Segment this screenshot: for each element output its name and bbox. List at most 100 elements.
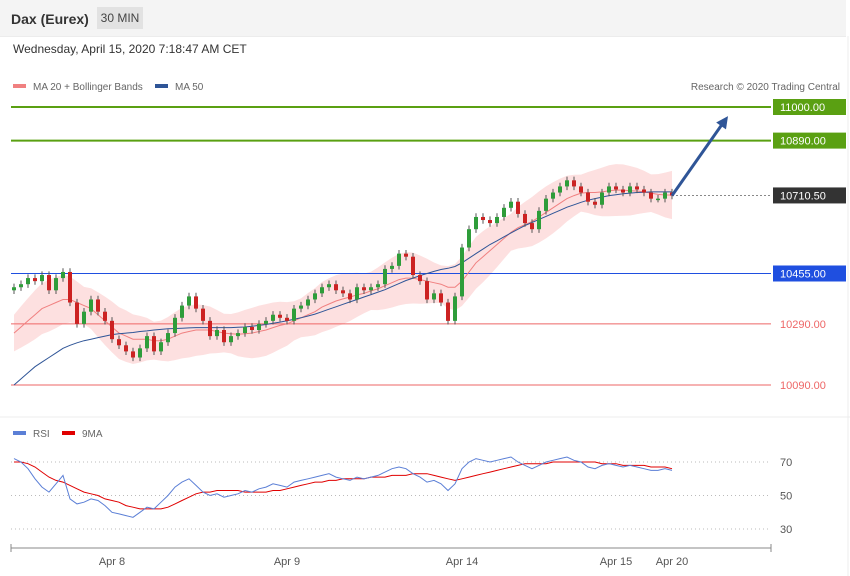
candle-19 — [145, 332, 149, 353]
legend-swatch-0 — [13, 84, 26, 88]
candle-54 — [390, 262, 394, 273]
level-label-5: 10090.00 — [780, 380, 826, 392]
candle-76 — [544, 194, 548, 215]
candle-4 — [40, 271, 44, 285]
candle-31 — [229, 332, 233, 346]
candle-body-74 — [530, 223, 534, 230]
candle-89 — [635, 182, 639, 194]
candle-8 — [68, 268, 72, 307]
candle-45 — [327, 280, 331, 291]
candle-6 — [54, 274, 58, 294]
candle-79 — [565, 176, 569, 191]
rsi-legend-label-0: RSI — [33, 429, 50, 440]
candle-body-67 — [481, 216, 485, 221]
candle-77 — [551, 188, 555, 203]
candle-body-3 — [33, 278, 37, 282]
x-tick-label-0: Apr 8 — [99, 556, 125, 568]
candle-61 — [439, 289, 443, 307]
rsi-legend-swatch-0 — [13, 431, 26, 435]
candle-53 — [383, 265, 387, 288]
candle-body-69 — [495, 216, 499, 224]
candle-24 — [180, 301, 184, 322]
candle-body-22 — [166, 333, 170, 343]
candle-46 — [334, 280, 338, 294]
candle-66 — [474, 213, 478, 233]
legend-label-0: MA 20 + Bollinger Bands — [33, 82, 143, 93]
candle-body-45 — [327, 284, 331, 288]
candle-body-58 — [418, 275, 422, 282]
candle-48 — [348, 289, 352, 304]
candle-body-89 — [635, 186, 639, 190]
candle-3 — [33, 274, 37, 285]
candle-body-28 — [208, 320, 212, 337]
candle-47 — [341, 286, 345, 298]
candle-body-83 — [593, 201, 597, 205]
candle-37 — [271, 311, 275, 325]
candle-body-61 — [439, 293, 443, 303]
x-tick-label-4: Apr 20 — [656, 556, 688, 568]
candle-body-40 — [292, 308, 296, 321]
candle-body-56 — [404, 253, 408, 257]
candle-body-49 — [355, 287, 359, 300]
candle-78 — [558, 182, 562, 197]
candle-91 — [649, 188, 653, 203]
candle-body-7 — [61, 271, 65, 279]
legend-label-1: MA 50 — [175, 82, 204, 93]
candle-body-44 — [320, 287, 324, 294]
candle-1 — [19, 280, 23, 291]
rsi-legend-swatch-1 — [62, 431, 75, 435]
candle-30 — [222, 326, 226, 346]
candle-body-18 — [138, 348, 142, 358]
x-tick-label-3: Apr 15 — [600, 556, 632, 568]
candle-body-72 — [516, 201, 520, 214]
candle-body-15 — [117, 339, 121, 346]
candle-body-2 — [26, 278, 30, 285]
candle-body-47 — [341, 290, 345, 294]
candle-body-12 — [96, 299, 100, 312]
candle-body-76 — [544, 198, 548, 211]
candle-body-33 — [243, 326, 247, 334]
candle-body-63 — [453, 296, 457, 321]
rsi-level-label-0: 70 — [780, 457, 792, 469]
candle-90 — [642, 185, 646, 197]
candle-81 — [579, 182, 583, 197]
level-tag-1 — [773, 132, 846, 149]
candle-32 — [236, 329, 240, 340]
candle-body-1 — [19, 284, 23, 288]
candle-body-10 — [82, 311, 86, 324]
timeframe-badge[interactable]: 30 MIN — [97, 7, 143, 29]
candle-body-31 — [229, 336, 233, 343]
candle-body-32 — [236, 333, 240, 337]
candle-0 — [12, 283, 16, 294]
candle-body-55 — [397, 253, 401, 266]
candle-body-24 — [180, 305, 184, 318]
candle-23 — [173, 314, 177, 337]
candle-29 — [215, 326, 219, 340]
candle-body-35 — [257, 323, 261, 331]
candle-body-48 — [348, 293, 352, 300]
rsi-level-label-1: 50 — [780, 491, 792, 503]
candle-2 — [26, 274, 30, 288]
candle-93 — [663, 188, 667, 203]
candle-body-14 — [110, 320, 114, 340]
candle-body-62 — [446, 302, 450, 321]
candle-body-81 — [579, 186, 583, 193]
candle-38 — [278, 311, 282, 322]
candle-body-19 — [145, 336, 149, 349]
level-label-1: 10890.00 — [780, 136, 826, 148]
candle-body-13 — [103, 311, 107, 321]
candle-body-20 — [152, 336, 156, 352]
target-arrow-head — [716, 116, 728, 130]
candle-73 — [523, 210, 527, 227]
candle-body-38 — [278, 314, 282, 318]
candle-72 — [516, 198, 520, 218]
bollinger-band — [14, 164, 672, 364]
candle-22 — [166, 329, 170, 346]
current-price-tag — [773, 187, 846, 204]
candle-74 — [530, 219, 534, 233]
candle-body-78 — [558, 186, 562, 193]
candle-body-52 — [376, 284, 380, 288]
candle-body-4 — [40, 275, 44, 282]
candle-body-11 — [89, 299, 93, 312]
